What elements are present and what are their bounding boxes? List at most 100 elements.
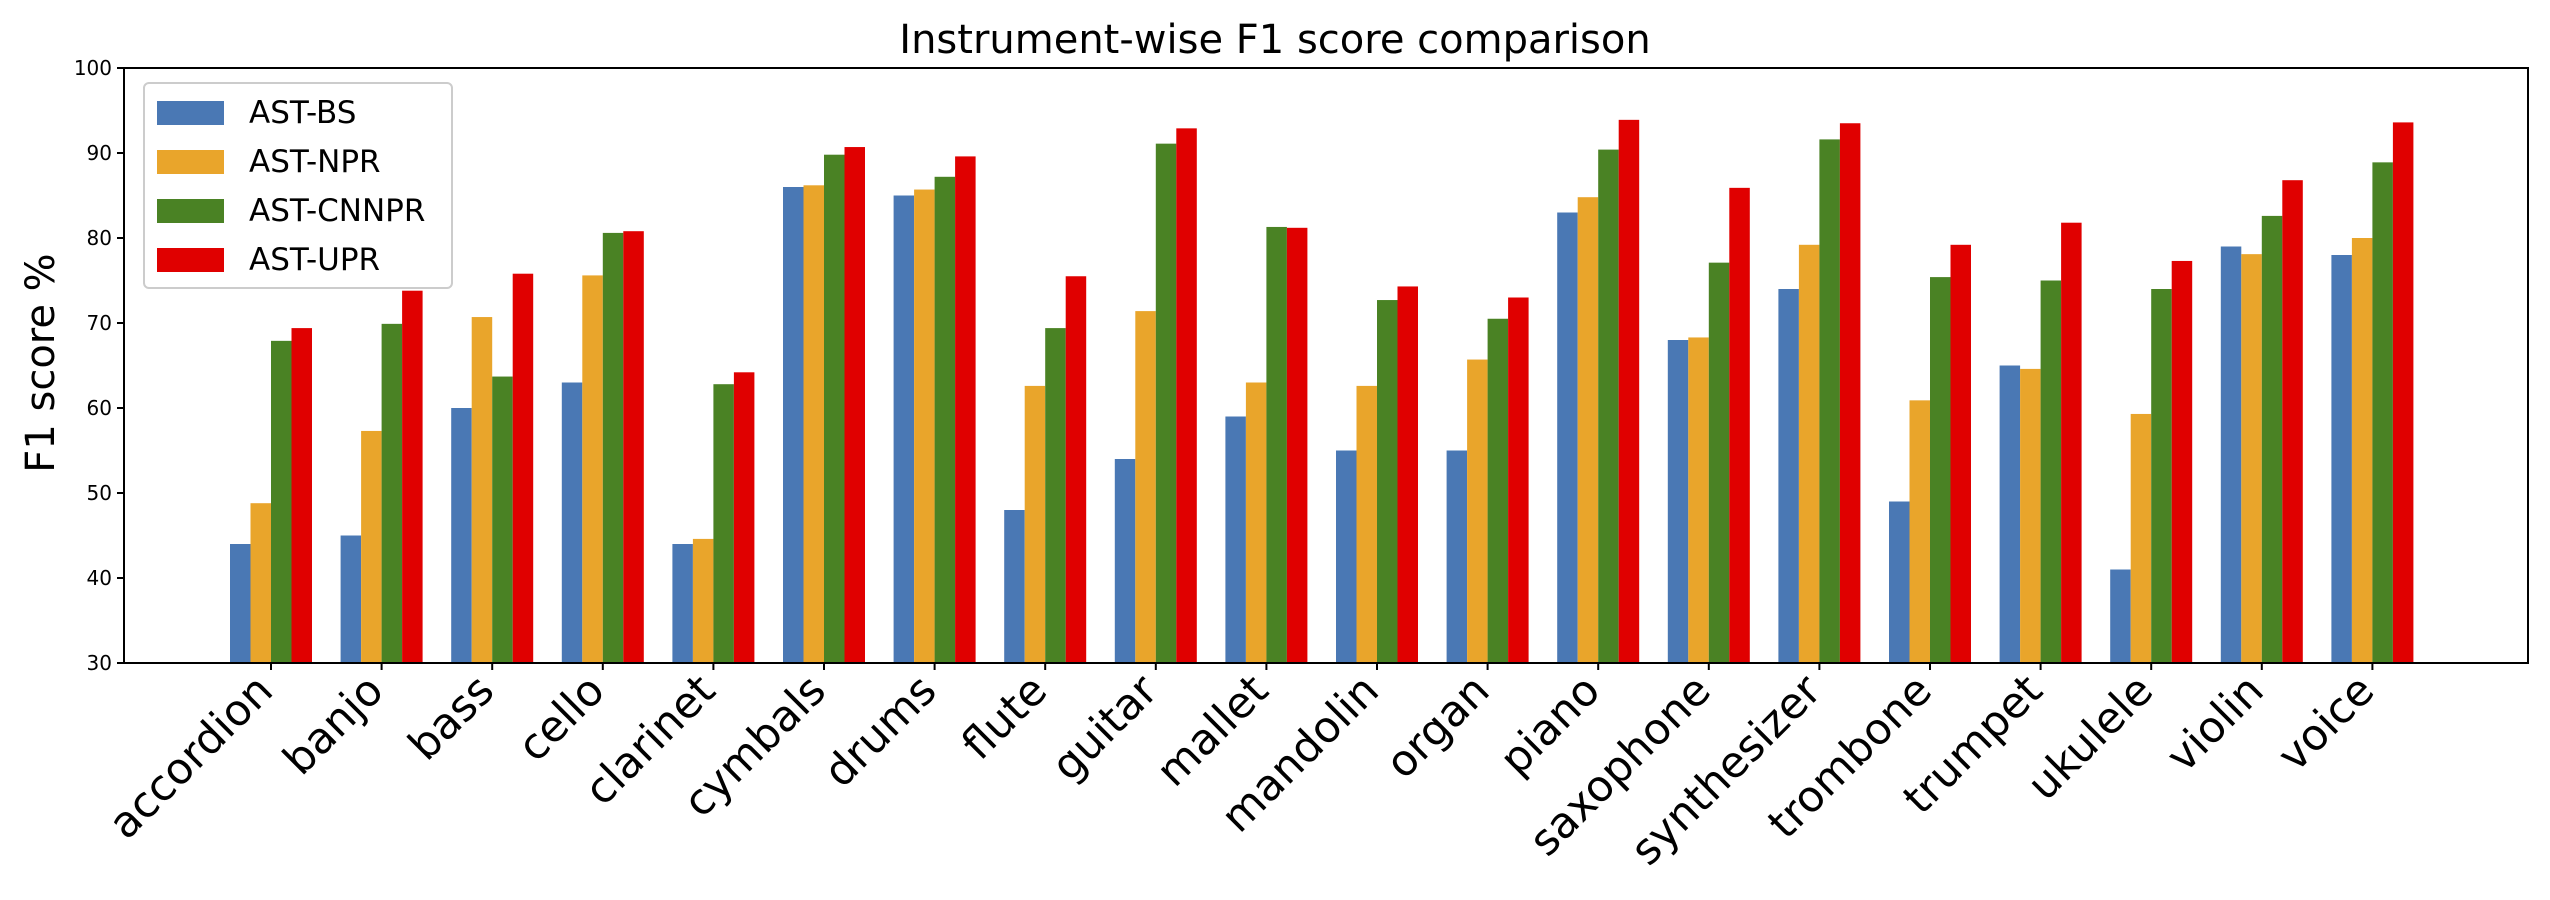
- bar-clarinet-ast-bs: [672, 544, 693, 663]
- legend-label-ast-npr: AST-NPR: [249, 144, 381, 180]
- bar-bass-ast-upr: [512, 273, 534, 663]
- bar-organ-ast-npr: [1467, 359, 1488, 663]
- x-tick-label-drums: drums: [814, 665, 946, 797]
- bar-cymbals-ast-bs: [783, 187, 804, 663]
- bar-piano-ast-npr: [1577, 197, 1599, 663]
- bar-mandolin-ast-bs: [1336, 450, 1357, 663]
- y-tick-label: 90: [87, 141, 112, 165]
- bar-clarinet-ast-npr: [692, 538, 714, 663]
- bar-mallet-ast-bs: [1225, 416, 1246, 663]
- bar-drums-ast-upr: [955, 156, 976, 663]
- bar-trumpet-ast-npr: [2020, 368, 2041, 663]
- bar-ukulele-ast-npr: [2130, 413, 2152, 663]
- bar-ukulele-ast-bs: [2110, 569, 2131, 663]
- bar-accordion-ast-bs: [230, 544, 251, 663]
- bar-flute-ast-npr: [1024, 385, 1046, 663]
- x-tick-label-violin: violin: [2157, 665, 2274, 782]
- bar-piano-ast-upr: [1618, 119, 1640, 664]
- bar-flute-ast-cnnpr: [1045, 328, 1066, 663]
- bar-cello-ast-bs: [561, 382, 583, 663]
- x-tick-label-guitar: guitar: [1042, 665, 1168, 791]
- x-tick-label-voice: voice: [2268, 665, 2384, 781]
- bar-voice-ast-bs: [2331, 255, 2352, 663]
- bar-mandolin-ast-cnnpr: [1377, 300, 1398, 663]
- y-tick-label: 70: [87, 311, 112, 335]
- chart-title: Instrument-wise F1 score comparison: [899, 17, 1650, 63]
- x-tick-label-organ: organ: [1376, 665, 1499, 788]
- bar-clarinet-ast-upr: [733, 372, 755, 663]
- legend-swatch-ast-upr: [157, 248, 224, 272]
- bar-saxophone-ast-upr: [1729, 187, 1750, 663]
- bar-violin-ast-npr: [2241, 254, 2262, 663]
- bar-cello-ast-npr: [582, 275, 603, 663]
- x-tick-label-ukulele: ukulele: [2018, 665, 2163, 810]
- y-tick-label: 100: [74, 56, 112, 80]
- bar-trumpet-ast-upr: [2061, 222, 2082, 663]
- bar-banjo-ast-upr: [402, 290, 423, 663]
- bar-mallet-ast-upr: [1286, 227, 1308, 664]
- axes-frame: [123, 67, 2529, 664]
- x-tick-label-banjo: banjo: [274, 665, 394, 785]
- bar-accordion-ast-npr: [250, 503, 271, 663]
- bar-mallet-ast-cnnpr: [1266, 226, 1287, 663]
- bar-flute-ast-bs: [1004, 510, 1025, 663]
- bar-cello-ast-upr: [623, 231, 644, 663]
- bar-flute-ast-upr: [1065, 276, 1087, 663]
- y-tick-label: 50: [87, 481, 112, 505]
- bar-trombone-ast-bs: [1889, 501, 1910, 663]
- y-tick-label: 40: [87, 566, 112, 590]
- bar-organ-ast-upr: [1508, 297, 1529, 663]
- bar-banjo-ast-npr: [361, 430, 382, 663]
- legend: AST-BS AST-NPR AST-CNNPR AST-UPR: [143, 82, 453, 289]
- bar-guitar-ast-cnnpr: [1155, 143, 1177, 663]
- bar-trumpet-ast-bs: [1999, 365, 2021, 663]
- bar-drums-ast-bs: [893, 195, 915, 663]
- bar-banjo-ast-bs: [340, 535, 362, 663]
- bar-bass-ast-bs: [451, 408, 472, 663]
- y-axis-label: F1 score %: [18, 253, 64, 472]
- bar-ukulele-ast-cnnpr: [2151, 289, 2172, 663]
- legend-swatch-ast-cnnpr: [157, 199, 224, 223]
- bar-mallet-ast-npr: [1245, 382, 1267, 663]
- y-tick-label: 30: [87, 651, 112, 675]
- y-tick-label: 60: [87, 396, 112, 420]
- bar-accordion-ast-cnnpr: [271, 340, 292, 663]
- bar-trombone-ast-cnnpr: [1930, 277, 1951, 663]
- bar-piano-ast-cnnpr: [1598, 149, 1619, 664]
- bar-guitar-ast-upr: [1176, 128, 1197, 664]
- bar-mandolin-ast-upr: [1397, 286, 1418, 663]
- legend-swatch-ast-bs: [157, 101, 224, 125]
- bar-cymbals-ast-cnnpr: [824, 154, 845, 663]
- bar-guitar-ast-bs: [1114, 459, 1136, 663]
- bar-ukulele-ast-upr: [2171, 260, 2193, 663]
- bar-trombone-ast-upr: [1950, 244, 1971, 664]
- bar-piano-ast-bs: [1557, 212, 1578, 663]
- legend-box: [143, 82, 453, 289]
- bar-drums-ast-cnnpr: [934, 176, 956, 664]
- bar-organ-ast-cnnpr: [1487, 318, 1509, 663]
- bar-banjo-ast-cnnpr: [381, 323, 403, 663]
- bar-mandolin-ast-npr: [1356, 385, 1377, 663]
- x-tick-label-bass: bass: [399, 665, 504, 770]
- bar-voice-ast-cnnpr: [2372, 162, 2393, 663]
- bar-clarinet-ast-cnnpr: [713, 384, 734, 663]
- bar-drums-ast-npr: [914, 189, 935, 664]
- x-tick-label-accordion: accordion: [99, 665, 283, 849]
- bar-cello-ast-cnnpr: [602, 232, 624, 663]
- bar-guitar-ast-npr: [1135, 311, 1156, 663]
- bar-synthesizer-ast-bs: [1778, 289, 1799, 663]
- bar-accordion-ast-upr: [291, 328, 312, 663]
- legend-label-ast-upr: AST-UPR: [249, 242, 380, 278]
- bar-cymbals-ast-upr: [844, 147, 865, 664]
- legend-label-ast-cnnpr: AST-CNNPR: [249, 193, 425, 229]
- bar-organ-ast-bs: [1446, 450, 1468, 663]
- bar-cymbals-ast-npr: [803, 185, 824, 664]
- bar-saxophone-ast-npr: [1688, 337, 1709, 663]
- y-tick-label: 80: [87, 226, 112, 250]
- bar-bass-ast-cnnpr: [492, 376, 513, 663]
- bar-violin-ast-cnnpr: [2261, 215, 2283, 663]
- legend-label-ast-bs: AST-BS: [249, 95, 356, 131]
- bar-voice-ast-upr: [2392, 122, 2414, 663]
- bar-synthesizer-ast-npr: [1798, 244, 1820, 664]
